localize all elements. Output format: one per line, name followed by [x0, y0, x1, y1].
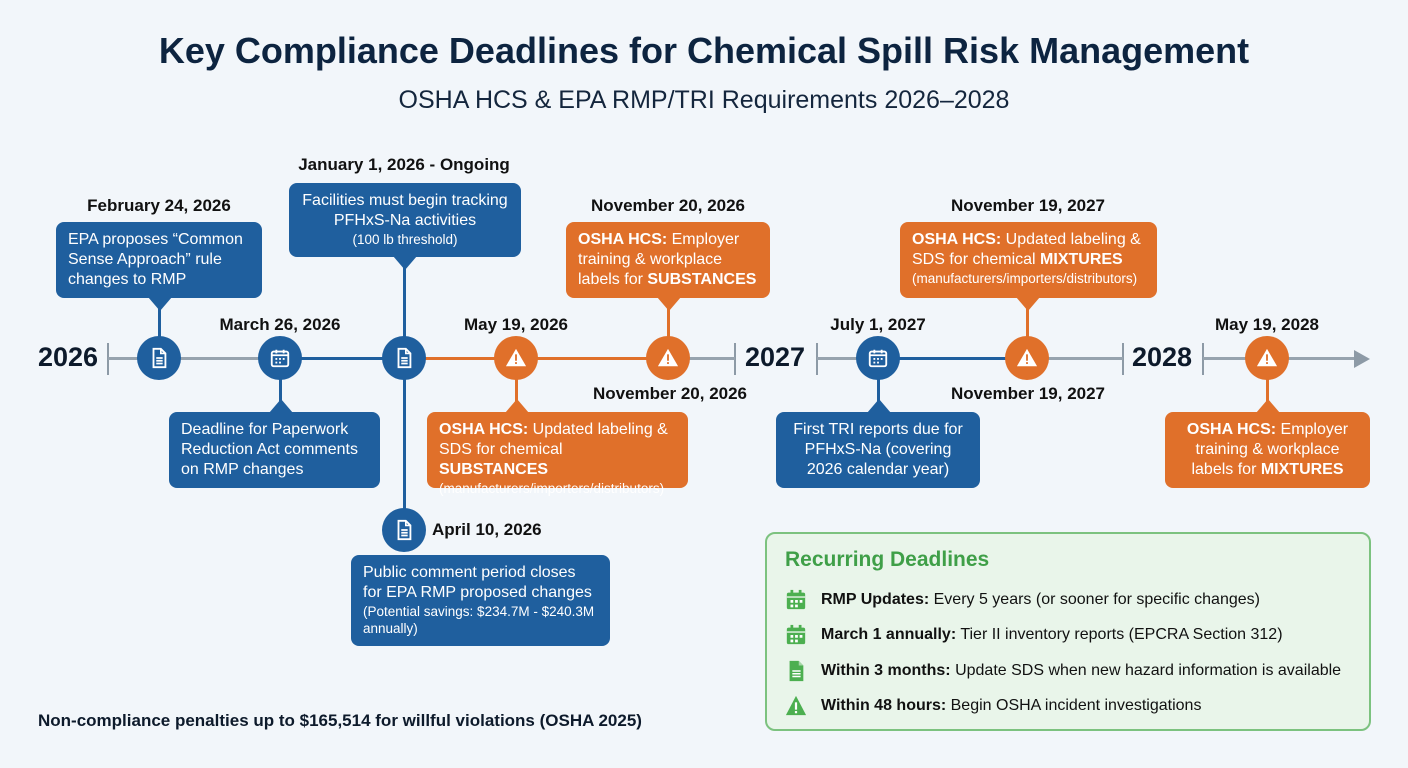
- connector: [158, 298, 161, 348]
- axis-line: [878, 357, 1027, 360]
- event-card-jul1-2027: First TRI reports due for PFHxS-Na (cove…: [776, 412, 980, 488]
- penalty-footnote: Non-compliance penalties up to $165,514 …: [38, 711, 642, 730]
- warning-icon: [1005, 336, 1049, 380]
- event-note: (manufacturers/importers/distributors): [439, 481, 665, 496]
- event-label: OSHA HCS:: [1186, 421, 1277, 438]
- recurring-item: Within 48 hours: Begin OSHA incident inv…: [785, 689, 1351, 725]
- event-date: November 20, 2026: [592, 384, 748, 403]
- event-date: November 19, 2027: [950, 196, 1106, 215]
- year-label-2026: 2026: [38, 342, 99, 372]
- recurring-item: March 1 annually: Tier II inventory repo…: [785, 618, 1351, 654]
- recurring-label: March 1 annually:: [821, 626, 957, 644]
- recurring-label: Within 3 months:: [821, 661, 951, 679]
- event-date: January 1, 2026 - Ongoing: [298, 155, 510, 174]
- pointer: [867, 399, 891, 413]
- page-subtitle: OSHA HCS & EPA RMP/TRI Requirements 2026…: [398, 86, 1010, 114]
- pointer: [1256, 399, 1280, 413]
- year-label-2028: 2028: [1132, 342, 1193, 372]
- event-text: First TRI reports due for PFHxS-Na (cove…: [793, 421, 963, 478]
- connector: [515, 370, 518, 412]
- recurring-item: RMP Updates: Every 5 years (or sooner fo…: [785, 582, 1351, 618]
- recurring-text: Tier II inventory reports (EPCRA Section…: [956, 626, 1283, 644]
- page-title: Key Compliance Deadlines for Chemical Sp…: [158, 30, 1250, 71]
- event-date: February 24, 2026: [87, 196, 231, 215]
- event-label: OSHA HCS:: [578, 231, 668, 248]
- event-text: Public comment period closes for EPA RMP…: [363, 564, 592, 601]
- pointer: [393, 256, 417, 270]
- axis-arrow-icon: [1354, 350, 1370, 368]
- event-text: EPA proposes “Common Sense Approach” rul…: [68, 231, 243, 288]
- calendar-icon: [785, 589, 807, 611]
- event-text: Employer training & workplace labels for: [578, 231, 740, 288]
- event-card-jan1: Facilities must begin tracking PFHxS-Na …: [289, 183, 521, 257]
- event-date: November 19, 2027: [950, 384, 1106, 403]
- event-label: OSHA HCS:: [912, 231, 1002, 248]
- event-card-may19-2028: OSHA HCS: Employer training & workplace …: [1165, 412, 1370, 488]
- warning-icon: [494, 336, 538, 380]
- year-label-2027: 2027: [745, 342, 806, 372]
- connector: [667, 298, 670, 348]
- pointer: [657, 297, 681, 311]
- document-icon: [382, 508, 426, 552]
- recurring-text: Begin OSHA incident investigations: [946, 697, 1202, 715]
- event-card-may19-2026: OSHA HCS: Updated labeling & SDS for che…: [427, 412, 688, 496]
- recurring-item: Within 3 months: Update SDS when new haz…: [785, 653, 1351, 689]
- pointer: [148, 297, 172, 311]
- event-text: Updated labeling & SDS for chemical: [912, 231, 1141, 268]
- event-emphasis: SUBSTANCES: [647, 271, 757, 288]
- event-text: Employer training & workplace labels for: [1191, 421, 1349, 478]
- event-note: (100 lb threshold): [352, 232, 458, 247]
- event-text: Deadline for Paperwork Reduction Act com…: [181, 421, 358, 478]
- event-text: Facilities must begin tracking PFHxS-Na …: [302, 192, 508, 229]
- event-emphasis: SUBSTANCES: [439, 461, 549, 478]
- pointer: [505, 399, 529, 413]
- warning-icon: [785, 695, 807, 717]
- event-note: (manufacturers/importers/distributors): [912, 271, 1138, 286]
- event-date: November 20, 2026: [590, 196, 746, 215]
- event-card-nov20-2026: OSHA HCS: Employer training & workplace …: [566, 222, 770, 298]
- connector: [403, 257, 406, 530]
- event-date: July 1, 2027: [830, 315, 926, 334]
- recurring-label: RMP Updates:: [821, 590, 930, 608]
- recurring-deadlines-panel: Recurring Deadlines RMP Updates: Every 5…: [765, 532, 1371, 731]
- event-date: April 10, 2026: [432, 520, 542, 539]
- event-note: (Potential savings: $234.7M - $240.3M an…: [363, 604, 595, 636]
- event-card-apr10: Public comment period closes for EPA RMP…: [351, 555, 610, 646]
- pointer: [1016, 297, 1040, 311]
- warning-icon: [646, 336, 690, 380]
- axis-line: [280, 357, 405, 360]
- axis-tick: [1122, 343, 1124, 375]
- connector: [877, 370, 880, 412]
- event-card-mar26: Deadline for Paperwork Reduction Act com…: [169, 412, 380, 488]
- event-date: May 19, 2028: [1215, 315, 1319, 334]
- document-icon: [382, 336, 426, 380]
- recurring-title: Recurring Deadlines: [785, 548, 990, 571]
- event-emphasis: MIXTURES: [1040, 251, 1123, 268]
- calendar-icon: [856, 336, 900, 380]
- connector: [1026, 298, 1029, 348]
- event-text: Updated labeling & SDS for chemical: [439, 421, 668, 458]
- document-icon: [137, 336, 181, 380]
- event-card-nov19-2027: OSHA HCS: Updated labeling & SDS for che…: [900, 222, 1157, 298]
- connector: [279, 370, 282, 412]
- warning-icon: [1245, 336, 1289, 380]
- recurring-label: Within 48 hours:: [821, 697, 947, 715]
- pointer: [269, 399, 293, 413]
- recurring-text: Every 5 years (or sooner for specific ch…: [929, 590, 1260, 608]
- connector: [1266, 370, 1269, 412]
- axis-line: [668, 357, 735, 360]
- event-date: March 26, 2026: [219, 315, 341, 334]
- axis-tick: [734, 343, 736, 375]
- calendar-icon: [258, 336, 302, 380]
- event-card-feb24: EPA proposes “Common Sense Approach” rul…: [56, 222, 262, 298]
- event-label: OSHA HCS:: [439, 421, 529, 438]
- event-date: May 19, 2026: [464, 315, 568, 334]
- document-icon: [785, 660, 807, 682]
- recurring-text: Update SDS when new hazard information i…: [950, 661, 1342, 679]
- calendar-icon: [785, 624, 807, 646]
- event-emphasis: MIXTURES: [1260, 461, 1344, 478]
